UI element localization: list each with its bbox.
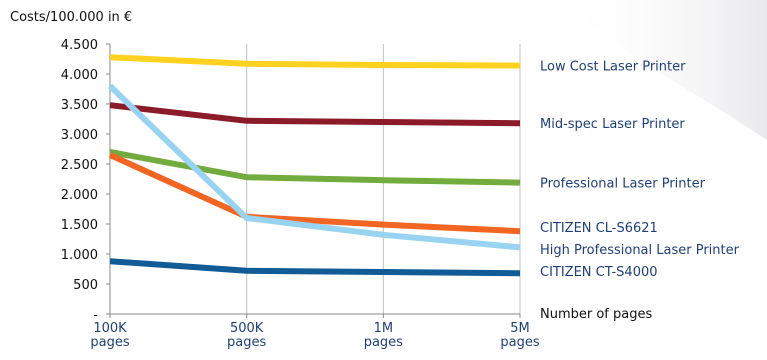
x-tick-label: 500K pages (227, 321, 266, 350)
series-line-4 (108, 152, 521, 235)
x-axis-title: Number of pages (540, 307, 652, 322)
x-tick-label: 5M pages (500, 321, 539, 350)
y-tick-labels: - 500 1.000 1.500 2.000 2.500 3.000 3.500 4.000 4… (61, 38, 110, 323)
y-tick-label: 4.500 (61, 38, 98, 53)
x-tick-label: 100K pages (90, 321, 129, 350)
legend-label: High Professional Laser Printer (540, 243, 740, 258)
x-tick-labels: 100K pages 500K pages 1M pages 5M pages (90, 314, 540, 350)
y-tick-label: 3.000 (61, 128, 98, 143)
series-line-3 (109, 149, 521, 186)
x-tick-label: 1M pages (364, 321, 403, 350)
y-tick-label: 4.000 (61, 68, 98, 83)
legend-label: Low Cost Laser Printer (540, 60, 686, 75)
y-tick-label: 1.000 (61, 248, 98, 263)
y-tick-label: 3.500 (61, 98, 98, 113)
series-line-1 (109, 54, 521, 69)
legend-label: CITIZEN CT-S4000 (540, 265, 658, 280)
series-line-6 (109, 258, 521, 277)
series-lines (107, 54, 521, 277)
y-tick-label: - (93, 308, 98, 323)
legend: Low Cost Laser Printer Mid-spec Laser Pri… (540, 60, 740, 280)
series-line-2 (109, 102, 521, 127)
y-axis-title: Costs/100.000 in € (10, 10, 133, 25)
y-tick-label: 2.500 (61, 158, 98, 173)
legend-label: Professional Laser Printer (540, 177, 706, 192)
legend-label: Mid-spec Laser Printer (540, 117, 685, 132)
y-tick-label: 500 (73, 278, 98, 293)
y-tick-label: 1.500 (61, 218, 98, 233)
series-line-5 (107, 83, 521, 251)
y-tick-label: 2.000 (61, 188, 98, 203)
legend-label: CITIZEN CL-S6621 (540, 221, 658, 236)
